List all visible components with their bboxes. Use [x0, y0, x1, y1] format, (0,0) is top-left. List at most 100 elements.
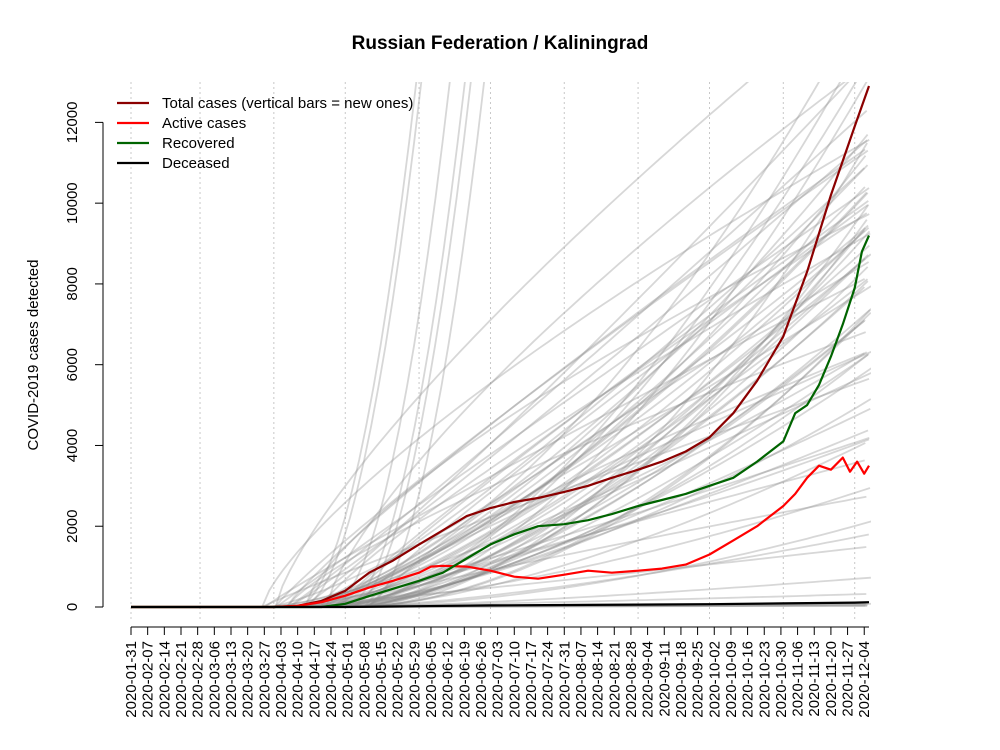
comparison-line — [328, 367, 871, 608]
comparison-line — [295, 191, 868, 608]
comparison-line — [286, 331, 867, 608]
x-tick-label: 2020-09-11 — [656, 641, 673, 717]
comparison-line — [368, 261, 870, 608]
x-tick-label: 2020-08-14 — [590, 641, 607, 718]
x-tick-label: 2020-04-24 — [323, 641, 340, 718]
x-tick-label: 2020-08-21 — [606, 641, 623, 718]
x-tick-label: 2020-10-09 — [723, 641, 740, 718]
comparison-line — [288, 139, 868, 608]
comparison-line — [274, 82, 750, 608]
x-tick-label: 2020-02-14 — [156, 641, 173, 718]
y-tick-label: 4000 — [64, 429, 81, 462]
x-tick-label: 2020-03-27 — [256, 641, 273, 718]
comparison-line — [335, 459, 865, 608]
y-tick-label: 10000 — [64, 182, 81, 224]
x-tick-label: 2020-11-27 — [840, 641, 857, 717]
comparison-line — [358, 442, 866, 608]
x-tick-label: 2020-03-06 — [206, 641, 223, 718]
x-tick-label: 2020-10-23 — [756, 641, 773, 718]
comparison-line — [360, 278, 869, 608]
comparison-line — [324, 266, 869, 608]
comparison-line — [330, 495, 867, 608]
x-tick-label: 2020-09-04 — [640, 641, 657, 718]
x-tick-label: 2020-06-05 — [423, 641, 440, 718]
comparison-line — [356, 311, 871, 608]
comparison-line — [275, 187, 870, 608]
comparison-line — [339, 200, 869, 608]
x-tick-label: 2020-06-26 — [473, 641, 490, 718]
comparison-line — [317, 280, 869, 608]
series-lines — [131, 85, 871, 609]
comparison-line — [343, 82, 466, 608]
comparison-line — [335, 520, 871, 608]
x-tick-label: 2020-01-31 — [123, 641, 140, 718]
x-tick-label: 2020-11-20 — [823, 641, 840, 717]
x-tick-label: 2020-02-07 — [140, 641, 157, 718]
x-tick-label: 2020-07-31 — [556, 641, 573, 718]
y-axis-label: COVID-2019 cases detected — [25, 260, 42, 451]
comparison-line — [283, 438, 870, 608]
x-tick-label: 2020-06-19 — [456, 641, 473, 718]
x-tick-label: 2020-02-28 — [190, 641, 207, 718]
x-tick-label: 2020-05-15 — [373, 641, 390, 718]
comparison-line — [307, 186, 866, 608]
comparison-line — [304, 213, 870, 608]
comparison-line — [276, 230, 871, 608]
x-tick-label: 2020-09-18 — [673, 641, 690, 718]
comparison-line — [363, 352, 865, 608]
x-tick-label: 2020-06-12 — [440, 641, 457, 718]
x-tick-label: 2020-12-04 — [856, 641, 873, 718]
comparison-lines — [261, 82, 871, 608]
comparison-line — [299, 82, 423, 608]
comparison-line — [347, 533, 869, 608]
comparison-line — [325, 82, 846, 608]
comparison-line — [319, 232, 871, 608]
comparison-line — [362, 82, 485, 608]
comparison-line — [285, 148, 866, 608]
x-tick-label: 2020-05-29 — [406, 641, 423, 718]
series-line — [131, 456, 870, 609]
x-tick-label: 2020-08-07 — [573, 641, 590, 718]
x-tick-label: 2020-04-10 — [290, 641, 307, 718]
y-axis: 0 2000 4000 6000 8000 10000 12000 — [64, 102, 104, 611]
x-tick-label: 2020-10-30 — [773, 641, 790, 718]
comparison-line — [264, 278, 866, 608]
y-tick-label: 12000 — [64, 102, 81, 144]
y-tick-label: 0 — [64, 603, 81, 611]
comparison-line — [289, 134, 869, 608]
x-tick-label: 2020-11-06 — [790, 641, 807, 717]
comparison-line — [299, 398, 871, 608]
comparison-line — [335, 286, 866, 608]
y-tick-label: 8000 — [64, 267, 81, 300]
x-tick-label: 2020-04-17 — [306, 641, 323, 718]
chart-title: Russian Federation / Kaliningrad — [352, 33, 649, 54]
series-line — [131, 85, 871, 609]
x-tick-label: 2020-08-28 — [623, 641, 640, 718]
comparison-line — [261, 139, 870, 608]
x-tick-label: 2020-07-03 — [490, 641, 507, 718]
x-tick-label: 2020-05-22 — [390, 641, 407, 718]
comparison-line — [348, 309, 871, 608]
comparison-line — [261, 377, 870, 608]
comparison-line — [363, 372, 871, 608]
comparison-line — [304, 353, 870, 608]
comparison-line — [301, 82, 850, 608]
x-axis: 2020-01-31 2020-02-07 2020-02-14 2020-02-21… — [123, 626, 873, 718]
comparison-line — [328, 82, 451, 608]
comparison-line — [303, 164, 869, 608]
comparison-line — [335, 350, 871, 608]
comparison-line — [306, 167, 865, 608]
y-tick-label: 2000 — [64, 510, 81, 543]
comparison-line — [266, 351, 868, 608]
comparison-line — [262, 82, 820, 608]
comparison-line — [315, 319, 866, 608]
comparison-line — [360, 429, 869, 608]
comparison-line — [335, 320, 865, 608]
x-tick-label: 2020-02-21 — [173, 641, 190, 718]
comparison-line — [349, 82, 472, 608]
x-tick-label: 2020-05-08 — [356, 641, 373, 718]
comparison-line — [337, 212, 868, 608]
comparison-line — [360, 353, 869, 608]
x-tick-label: 2020-10-16 — [740, 641, 757, 718]
